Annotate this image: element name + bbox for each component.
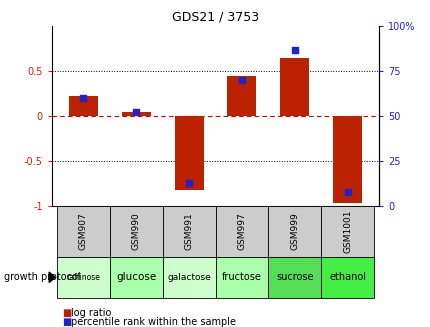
Title: GDS21 / 3753: GDS21 / 3753 — [172, 10, 258, 24]
Text: glucose: glucose — [116, 272, 156, 282]
Polygon shape — [49, 272, 55, 283]
Bar — [227, 76, 256, 116]
Bar — [162, 206, 215, 257]
Bar — [268, 206, 320, 257]
Point — [80, 95, 87, 101]
Text: GSM997: GSM997 — [237, 213, 246, 250]
Point — [238, 77, 245, 83]
Text: percentile rank within the sample: percentile rank within the sample — [71, 317, 236, 327]
Text: fructose: fructose — [221, 272, 261, 282]
Bar — [320, 206, 373, 257]
Bar — [215, 257, 268, 298]
Text: log ratio: log ratio — [71, 308, 111, 318]
Point — [343, 189, 350, 194]
Bar — [57, 206, 110, 257]
Bar — [110, 257, 162, 298]
Point — [132, 110, 139, 115]
Bar — [320, 257, 373, 298]
Text: sucrose: sucrose — [275, 272, 313, 282]
Text: GSM1001: GSM1001 — [342, 210, 351, 253]
Text: GSM990: GSM990 — [132, 213, 141, 250]
Text: GSM991: GSM991 — [184, 213, 193, 250]
Bar — [332, 116, 361, 203]
Text: growth protocol: growth protocol — [4, 272, 81, 282]
Text: ethanol: ethanol — [329, 272, 365, 282]
Text: galactose: galactose — [167, 273, 210, 282]
Bar — [110, 206, 162, 257]
Bar — [162, 257, 215, 298]
Text: ■: ■ — [62, 308, 71, 318]
Text: raffinose: raffinose — [66, 273, 100, 282]
Bar — [69, 96, 98, 116]
Bar — [121, 112, 150, 116]
Point — [185, 180, 192, 185]
Point — [291, 47, 298, 52]
Bar — [268, 257, 320, 298]
Text: GSM907: GSM907 — [79, 213, 88, 250]
Bar — [280, 58, 309, 116]
Text: GSM999: GSM999 — [289, 213, 298, 250]
Bar — [174, 116, 203, 190]
Text: ■: ■ — [62, 317, 71, 327]
Bar — [57, 257, 110, 298]
Bar — [215, 206, 268, 257]
